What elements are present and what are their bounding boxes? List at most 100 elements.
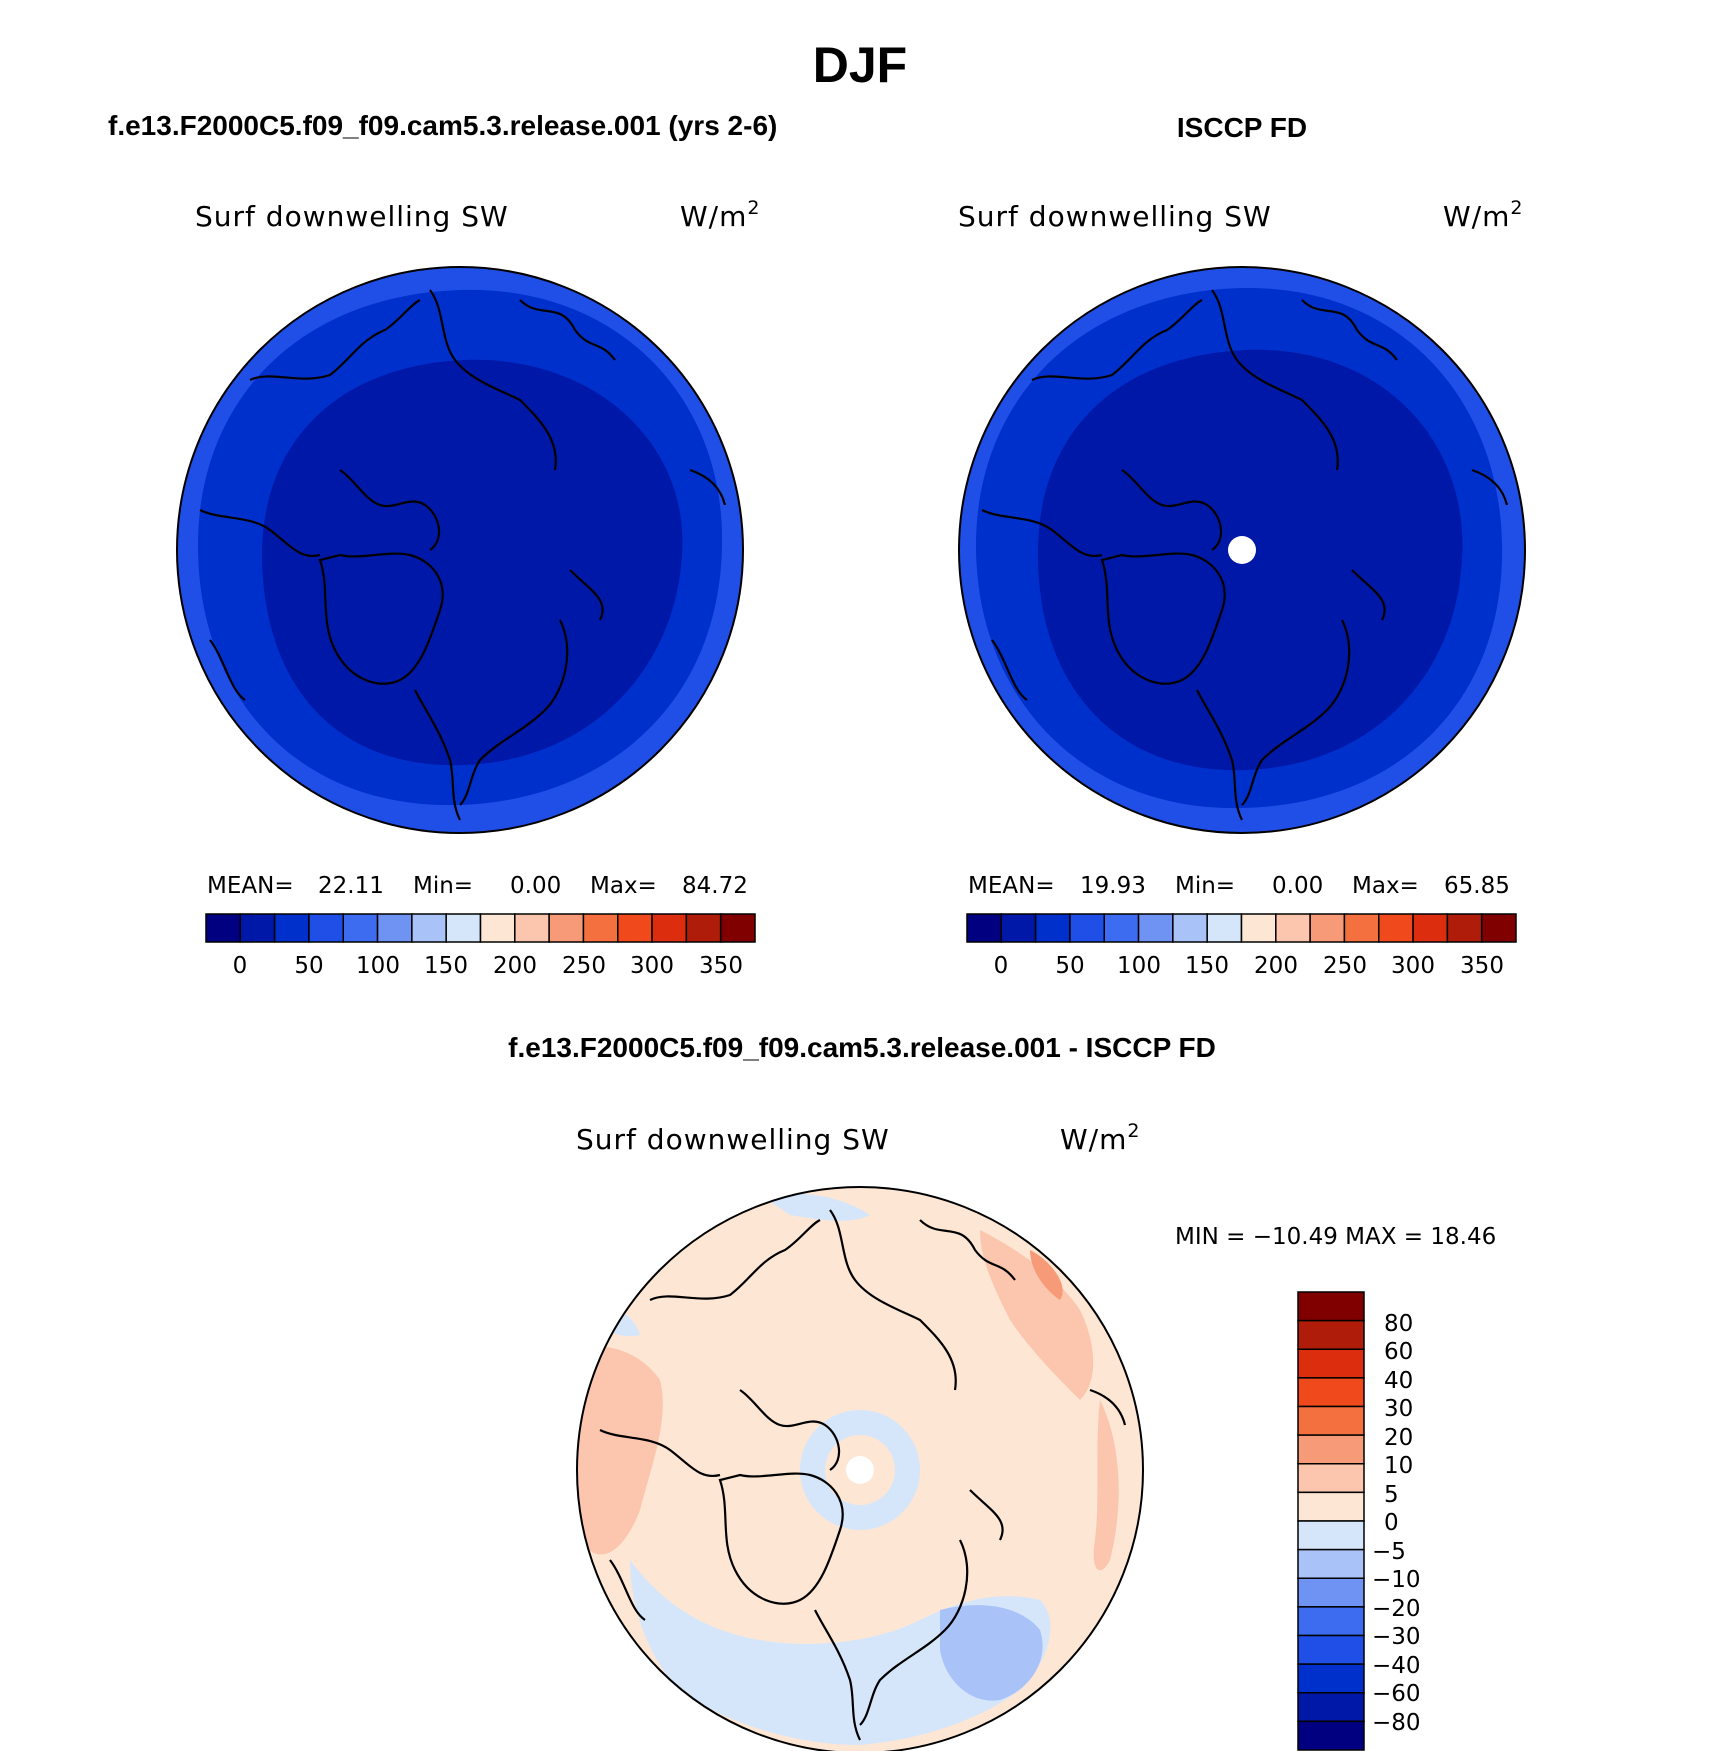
panel-model-min-label: Min= <box>413 873 473 899</box>
colorbar-swatch <box>1412 913 1449 943</box>
panel-diff-map <box>577 1187 1143 1751</box>
colorbar-swatch <box>1297 1405 1365 1436</box>
panel-model-colorbar-ticks: 0 50 100 150 200 250 300 350 <box>233 953 743 979</box>
colorbar-swatch <box>1297 1291 1365 1322</box>
colorbar-swatch <box>1069 913 1105 943</box>
colorbar-swatch <box>1103 913 1140 943</box>
panel-model-variable: Surf downwelling SW <box>195 200 509 233</box>
colorbar-tick-label: 200 <box>493 953 537 979</box>
colorbar-swatch <box>1297 1491 1365 1522</box>
field-inner-core <box>261 359 683 766</box>
panel-obs-min-value: 0.00 <box>1272 873 1323 899</box>
colorbar-swatch <box>1343 913 1380 943</box>
colorbar-tick-label: 100 <box>1117 953 1161 979</box>
colorbar-tick-label: 40 <box>1384 1368 1413 1394</box>
panel-model: f.e13.F2000C5.f09_f09.cam5.3.release.001… <box>108 110 777 979</box>
colorbar-swatch <box>411 913 447 943</box>
figure-title: DJF <box>813 37 907 93</box>
colorbar-tick-label: 200 <box>1254 953 1298 979</box>
colorbar-tick-label: 350 <box>699 953 743 979</box>
missing-data-pole <box>1228 536 1256 564</box>
panel-model-map-border <box>176 266 744 834</box>
colorbar-tick-label: −30 <box>1372 1624 1421 1650</box>
colorbar-swatch <box>1480 913 1517 943</box>
colorbar-swatch <box>308 913 344 943</box>
colorbar-swatch <box>1034 913 1071 943</box>
colorbar-swatch <box>1378 913 1414 943</box>
colorbar-swatch <box>1240 913 1277 943</box>
panel-obs-units: W/m2 <box>1443 197 1524 233</box>
panel-obs-mean-label: MEAN= <box>968 873 1055 899</box>
colorbar-swatch <box>1297 1720 1365 1751</box>
colorbar-tick-label: −60 <box>1372 1681 1421 1707</box>
colorbar-tick-label: 100 <box>356 953 400 979</box>
colorbar-swatch <box>1206 913 1243 943</box>
panel-obs-map <box>959 267 1525 833</box>
colorbar-tick-label: 350 <box>1460 953 1504 979</box>
panel-model-max-value: 84.72 <box>682 873 748 899</box>
colorbar-swatch <box>1137 913 1174 943</box>
panel-obs-colorbar <box>966 913 1517 943</box>
colorbar-swatch <box>1000 913 1037 943</box>
panel-diff-title: f.e13.F2000C5.f09_f09.cam5.3.release.001… <box>508 1032 1216 1063</box>
colorbar-swatch <box>1297 1548 1365 1579</box>
colorbar-tick-label: 150 <box>424 953 468 979</box>
panel-diff-colorbar-ticks: 80 60 40 30 20 10 5 0 −5 −10 −20 −30 −40… <box>1372 1311 1421 1736</box>
colorbar-tick-label: 0 <box>994 953 1009 979</box>
colorbar-tick-label: 0 <box>233 953 248 979</box>
colorbar-tick-label: 300 <box>1391 953 1435 979</box>
colorbar-swatch <box>1446 913 1483 943</box>
colorbar-swatch <box>1309 913 1346 943</box>
colorbar-swatch <box>1297 1348 1365 1379</box>
panel-diff-units: W/m2 <box>1060 1120 1141 1156</box>
colorbar-swatch <box>445 913 482 943</box>
panel-obs: ISCCP FD Surf downwelling SW W/m2 <box>958 112 1526 979</box>
colorbar-swatch <box>342 913 379 943</box>
panel-obs-mean-value: 19.93 <box>1080 873 1146 899</box>
colorbar-swatch <box>1275 913 1311 943</box>
panel-obs-title: ISCCP FD <box>1177 112 1307 143</box>
panel-obs-colorbar-ticks: 0 50 100 150 200 250 300 350 <box>994 953 1504 979</box>
colorbar-swatch <box>273 913 310 943</box>
colorbar-swatch <box>1297 1463 1365 1494</box>
colorbar-swatch <box>1297 1663 1365 1694</box>
colorbar-swatch <box>1297 1520 1365 1551</box>
panel-obs-variable: Surf downwelling SW <box>958 200 1272 233</box>
colorbar-swatch <box>548 913 585 943</box>
colorbar-swatch <box>1297 1634 1365 1665</box>
panel-model-units: W/m2 <box>680 197 761 233</box>
coastlines <box>199 289 727 821</box>
panel-diff-variable: Surf downwelling SW <box>576 1123 890 1156</box>
colorbar-swatch <box>1297 1377 1365 1408</box>
coastlines <box>981 289 1509 821</box>
coastlines <box>599 1209 1127 1741</box>
panel-obs-max-label: Max= <box>1352 873 1419 899</box>
colorbar-tick-label: 0 <box>1384 1510 1399 1536</box>
field-positive-patch <box>1093 1400 1119 1571</box>
colorbar-swatch <box>1172 913 1208 943</box>
colorbar-swatch <box>514 913 550 943</box>
panel-obs-max-value: 65.85 <box>1444 873 1510 899</box>
colorbar-swatch <box>1297 1319 1365 1350</box>
colorbar-tick-label: 80 <box>1384 1311 1413 1337</box>
panel-diff-map-border <box>576 1186 1144 1751</box>
colorbar-tick-label: −10 <box>1372 1567 1421 1593</box>
colorbar-tick-label: 10 <box>1384 1453 1413 1479</box>
panel-model-min-value: 0.00 <box>510 873 561 899</box>
field-negative-patch <box>630 1560 1051 1745</box>
colorbar-tick-label: −40 <box>1372 1653 1421 1679</box>
colorbar-swatch <box>376 913 413 943</box>
panel-model-max-label: Max= <box>590 873 657 899</box>
colorbar-swatch <box>617 913 653 943</box>
field-negative-patch <box>940 1605 1043 1701</box>
colorbar-swatch <box>479 913 516 943</box>
colorbar-tick-label: 20 <box>1384 1425 1413 1451</box>
colorbar-swatch <box>239 913 276 943</box>
colorbar-swatch <box>1297 1577 1365 1608</box>
colorbar-tick-label: 5 <box>1384 1482 1399 1508</box>
colorbar-swatch <box>685 913 722 943</box>
colorbar-swatch <box>1297 1434 1365 1465</box>
panel-model-title: f.e13.F2000C5.f09_f09.cam5.3.release.001… <box>108 110 777 141</box>
field-negative-patch <box>760 1193 870 1221</box>
colorbar-tick-label: 50 <box>1055 953 1084 979</box>
